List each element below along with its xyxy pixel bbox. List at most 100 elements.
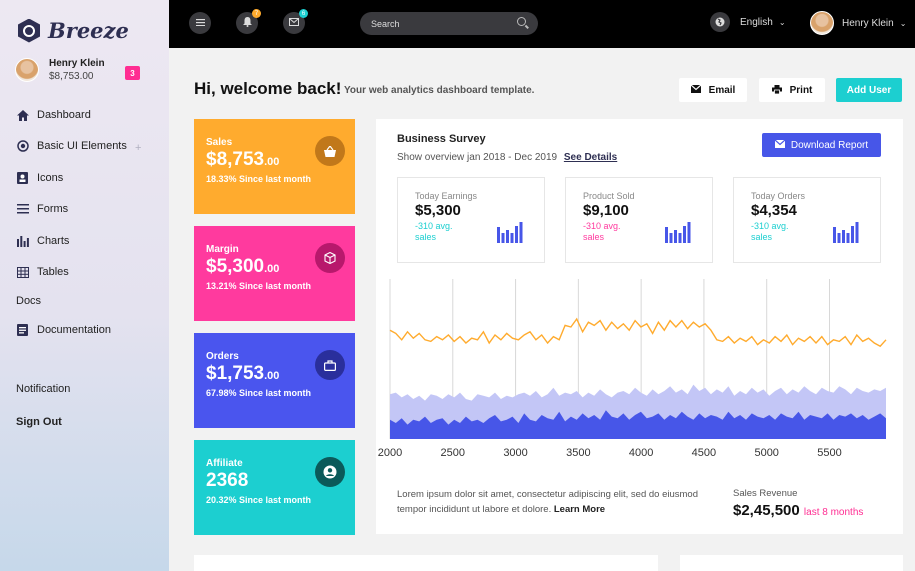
- sidebar-item-charts[interactable]: Charts: [16, 233, 69, 249]
- tile-value: $9,100: [583, 202, 629, 219]
- sidebar-item-dashboard[interactable]: Dashboard: [16, 107, 91, 123]
- sidebar-item-label: Documentation: [37, 324, 111, 336]
- sidebar-item-notification[interactable]: Notification: [16, 381, 70, 397]
- message-count: 6: [299, 9, 308, 18]
- table-icon: [16, 266, 29, 278]
- x-tick-label: 3500: [566, 447, 590, 459]
- menu-toggle-button[interactable]: [189, 12, 211, 34]
- email-label: Email: [708, 84, 736, 96]
- sidebar-item-label: Charts: [37, 235, 70, 247]
- stat-change: 20.32% Since last month: [206, 495, 312, 505]
- sidebar-item-tables[interactable]: Tables: [16, 264, 69, 280]
- tile-label: Today Orders: [751, 191, 806, 201]
- card-title: Business Survey: [397, 133, 486, 145]
- x-tick-label: 3000: [503, 447, 527, 459]
- business-survey-chart: 2000 2500 3000 3500 4000 4500 5000 5500: [378, 279, 887, 459]
- profile-badge: 3: [125, 66, 140, 80]
- sidebar: Breeze Henry Klein $8,753.00 3 Dashboard…: [0, 0, 169, 571]
- search-box: [360, 12, 538, 35]
- sidebar-item-label: Notification: [16, 383, 71, 395]
- user-menu[interactable]: Henry Klein ⌄: [810, 11, 906, 35]
- stat-value: $1,753.00: [206, 363, 280, 384]
- learn-more-link[interactable]: Learn More: [553, 504, 606, 515]
- x-tick-label: 5000: [754, 447, 778, 459]
- tile-label: Product Sold: [583, 191, 635, 201]
- sidebar-item-icons[interactable]: Icons: [16, 170, 63, 186]
- avatar: [15, 58, 39, 82]
- see-details-link[interactable]: See Details: [563, 152, 618, 163]
- download-label: Download Report: [790, 139, 869, 151]
- document-icon: [16, 324, 29, 336]
- print-button[interactable]: Print: [759, 78, 825, 102]
- search-icon[interactable]: [517, 17, 526, 26]
- download-report-button[interactable]: Download Report: [762, 133, 881, 157]
- sidebar-item-forms[interactable]: Forms: [16, 201, 68, 217]
- sales-card: Sales $8,753.00 18.33% Since last month: [194, 119, 355, 214]
- sidebar-profile[interactable]: Henry Klein $8,753.00: [15, 58, 105, 82]
- orders-card: Orders $1,753.00 67.98% Since last month: [194, 333, 355, 428]
- x-tick-label: 4000: [629, 447, 653, 459]
- logo-icon: [18, 18, 40, 43]
- tile-unit: sales: [751, 232, 773, 242]
- card-subtitle: Show overview jan 2018 - Dec 2019 See De…: [397, 152, 618, 163]
- topbar: 7 6 English ⌄ Henry Klein ⌄: [169, 0, 915, 48]
- sidebar-item-sign-out[interactable]: Sign Out: [16, 414, 62, 430]
- x-tick-label: 5500: [817, 447, 841, 459]
- print-label: Print: [789, 84, 813, 96]
- today-orders-tile: Today Orders $4,354 -310 avg. sales: [733, 177, 881, 263]
- notification-count: 7: [252, 9, 261, 18]
- sidebar-item-label: Basic UI Elements: [37, 140, 127, 152]
- section-label: Docs: [16, 295, 42, 307]
- expand-plus-icon[interactable]: +: [135, 142, 142, 154]
- sidebar-item-label: Tables: [37, 266, 69, 278]
- stat-value: 2368: [206, 470, 249, 491]
- user-name: Henry Klein: [842, 17, 894, 29]
- tile-delta: -310 avg.: [415, 221, 453, 231]
- messages-button[interactable]: 6: [283, 9, 308, 34]
- x-tick-label: 2000: [378, 447, 402, 459]
- profile-name: Henry Klein: [49, 58, 105, 69]
- sidebar-section-docs: Docs: [16, 293, 41, 309]
- stat-value: $5,300.00: [206, 256, 280, 277]
- stat-change: 67.98% Since last month: [206, 388, 312, 398]
- tile-delta: -310 avg.: [583, 221, 621, 231]
- avatar: [810, 11, 834, 35]
- user-icon: [315, 457, 345, 487]
- target-icon: [16, 140, 29, 152]
- chevron-down-icon: ⌄: [899, 18, 907, 28]
- sidebar-item-label: Sign Out: [16, 416, 62, 428]
- card-footer-text: Lorem ipsum dolor sit amet, consectetur …: [397, 489, 698, 515]
- revenue-period: last 8 months: [803, 507, 864, 518]
- brand-logo[interactable]: Breeze: [18, 18, 129, 43]
- stat-value: $8,753.00: [206, 149, 280, 170]
- home-icon: [16, 109, 29, 121]
- x-tick-label: 4500: [692, 447, 716, 459]
- search-input[interactable]: [360, 12, 500, 35]
- basket-icon: [315, 136, 345, 166]
- bell-icon: [242, 16, 252, 30]
- sidebar-item-documentation[interactable]: Documentation: [16, 322, 111, 338]
- tile-label: Today Earnings: [415, 191, 478, 201]
- language-selector[interactable]: English ⌄: [710, 12, 786, 32]
- stat-label: Sales: [206, 137, 233, 148]
- mail-icon: [690, 84, 702, 95]
- tile-delta: -310 avg.: [751, 221, 789, 231]
- menu-icon: [195, 18, 205, 29]
- tile-unit: sales: [415, 232, 437, 242]
- sidebar-item-label: Dashboard: [37, 109, 91, 121]
- page-title: Hi, welcome back!: [194, 79, 342, 98]
- stat-label: Affiliate: [206, 458, 243, 469]
- notifications-button[interactable]: 7: [236, 9, 261, 34]
- sidebar-item-label: Forms: [37, 203, 69, 215]
- email-button[interactable]: Email: [679, 78, 747, 102]
- contacts-icon: [16, 172, 29, 184]
- product-sold-tile: Product Sold $9,100 -310 avg. sales: [565, 177, 713, 263]
- add-user-button[interactable]: Add User: [836, 78, 902, 102]
- cube-icon: [315, 243, 345, 273]
- sidebar-item-basic-ui-elements[interactable]: Basic UI Elements: [16, 138, 127, 154]
- tile-unit: sales: [583, 232, 605, 242]
- today-earnings-tile: Today Earnings $5,300 -310 avg. sales: [397, 177, 545, 263]
- revenue-label: Sales Revenue: [733, 488, 798, 499]
- area-series-2: [390, 410, 886, 439]
- profile-balance: $8,753.00: [49, 71, 94, 82]
